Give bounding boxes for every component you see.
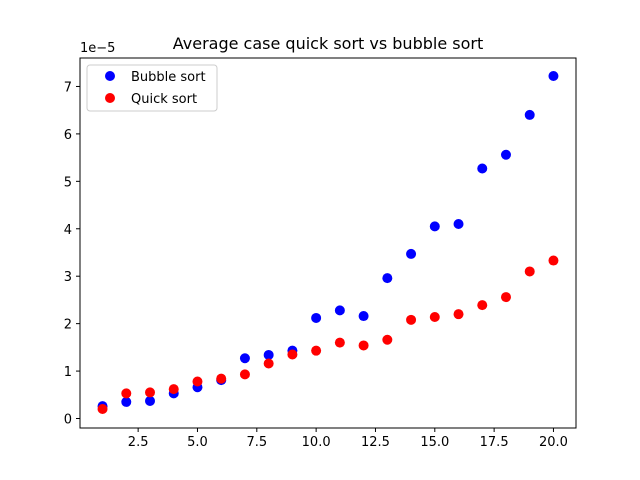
data-point — [548, 255, 559, 266]
data-point — [382, 334, 393, 345]
data-point — [287, 349, 298, 360]
y-tick-label: 2 — [64, 318, 72, 333]
x-tick-label: 12.5 — [361, 435, 390, 450]
data-point — [453, 309, 464, 320]
data-point — [429, 221, 440, 232]
y-offset-label: 1e−5 — [80, 41, 115, 56]
y-tick-label: 4 — [64, 223, 72, 238]
data-point — [145, 387, 156, 398]
data-point — [121, 396, 132, 407]
data-point — [311, 312, 322, 323]
x-tick-label: 15.0 — [420, 435, 449, 450]
y-tick-label: 3 — [64, 270, 72, 285]
data-point — [500, 149, 511, 160]
data-point — [477, 300, 488, 311]
data-point — [524, 109, 535, 120]
data-point — [358, 311, 369, 322]
y-tick-label: 6 — [64, 128, 72, 143]
x-tick-label: 10.0 — [302, 435, 331, 450]
x-tick-label: 17.5 — [480, 435, 509, 450]
data-point — [334, 305, 345, 316]
x-axis: 2.5 5.0 7.5 10.0 12.5 15.0 17.5 20.0 — [128, 428, 568, 450]
x-tick-label: 7.5 — [246, 435, 267, 450]
data-point — [192, 376, 203, 387]
data-point — [524, 266, 535, 277]
data-point — [145, 395, 156, 406]
y-tick-label: 5 — [64, 175, 72, 190]
data-point — [216, 373, 227, 384]
y-axis: 0 1 2 3 4 5 6 7 — [64, 80, 80, 428]
data-point — [548, 71, 559, 82]
data-point — [406, 314, 417, 325]
data-point — [334, 337, 345, 348]
data-point — [97, 404, 108, 415]
data-point — [263, 358, 274, 369]
y-tick-label: 1 — [64, 365, 72, 380]
data-point — [406, 248, 417, 259]
legend-box — [86, 64, 218, 112]
legend-label-quick-sort: Quick sort — [131, 92, 197, 107]
chart-title: Average case quick sort vs bubble sort — [173, 34, 483, 53]
series-bubble-sort — [97, 71, 559, 412]
data-point — [358, 340, 369, 351]
legend-marker-bubble-sort — [105, 71, 115, 81]
data-point — [477, 163, 488, 174]
data-point — [382, 273, 393, 284]
data-point — [239, 353, 250, 364]
x-tick-label: 2.5 — [128, 435, 149, 450]
series-quick-sort — [97, 255, 559, 415]
data-point — [311, 345, 322, 356]
data-points — [97, 71, 559, 415]
legend-marker-quick-sort — [105, 93, 115, 103]
plot-area-frame — [79, 57, 577, 429]
legend: Bubble sort Quick sort — [86, 64, 218, 112]
x-tick-label: 20.0 — [539, 435, 568, 450]
data-point — [239, 369, 250, 380]
x-tick-label: 5.0 — [187, 435, 208, 450]
y-tick-label: 7 — [64, 80, 72, 95]
data-point — [263, 349, 274, 360]
data-point — [453, 219, 464, 230]
data-point — [121, 388, 132, 399]
y-tick-label: 0 — [64, 413, 72, 428]
data-point — [500, 292, 511, 303]
legend-label-bubble-sort: Bubble sort — [131, 70, 206, 85]
data-point — [168, 384, 179, 395]
data-point — [429, 312, 440, 322]
